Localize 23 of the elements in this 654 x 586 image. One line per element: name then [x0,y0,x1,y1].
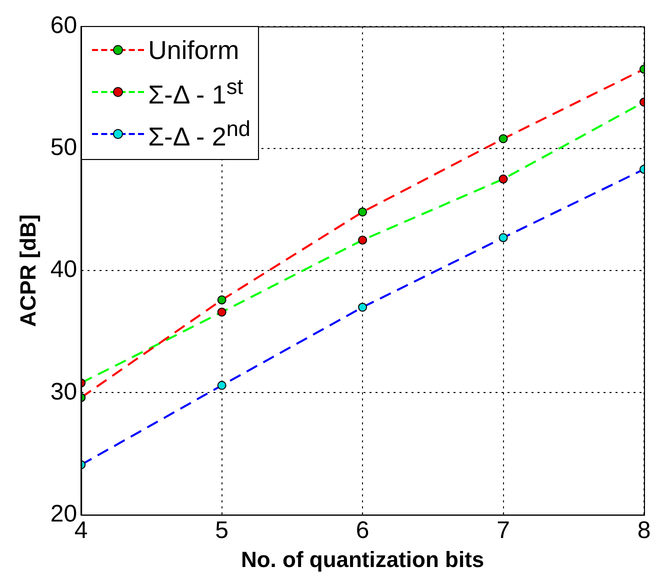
point [358,302,368,312]
x-tick-label: 8 [637,516,651,544]
y-axis-title: ACPR [dB] [15,214,40,327]
legend-label: Σ-Δ - 1$^{st}$ [148,74,244,111]
point [217,308,226,317]
legend-label: Uniform [148,34,240,66]
y-tick-label: 50 [50,134,78,162]
point [498,233,508,242]
x-tick-label: 5 [215,516,228,544]
point [217,380,226,390]
point [217,295,226,304]
y-tick-label: 20 [50,500,78,528]
y-tick-label: 40 [50,256,78,284]
point [498,134,508,144]
x-axis-title: No. of quantization bits [240,546,484,572]
x-tick-label: 6 [356,516,370,544]
y-tick-label: 30 [50,378,78,406]
legend-label: Σ-Δ - 2$^{nd}$ [148,116,250,153]
x-tick-label: 7 [496,516,510,544]
point [498,174,508,184]
point [358,207,368,216]
point [358,236,368,245]
y-tick-label: 60 [50,12,78,40]
